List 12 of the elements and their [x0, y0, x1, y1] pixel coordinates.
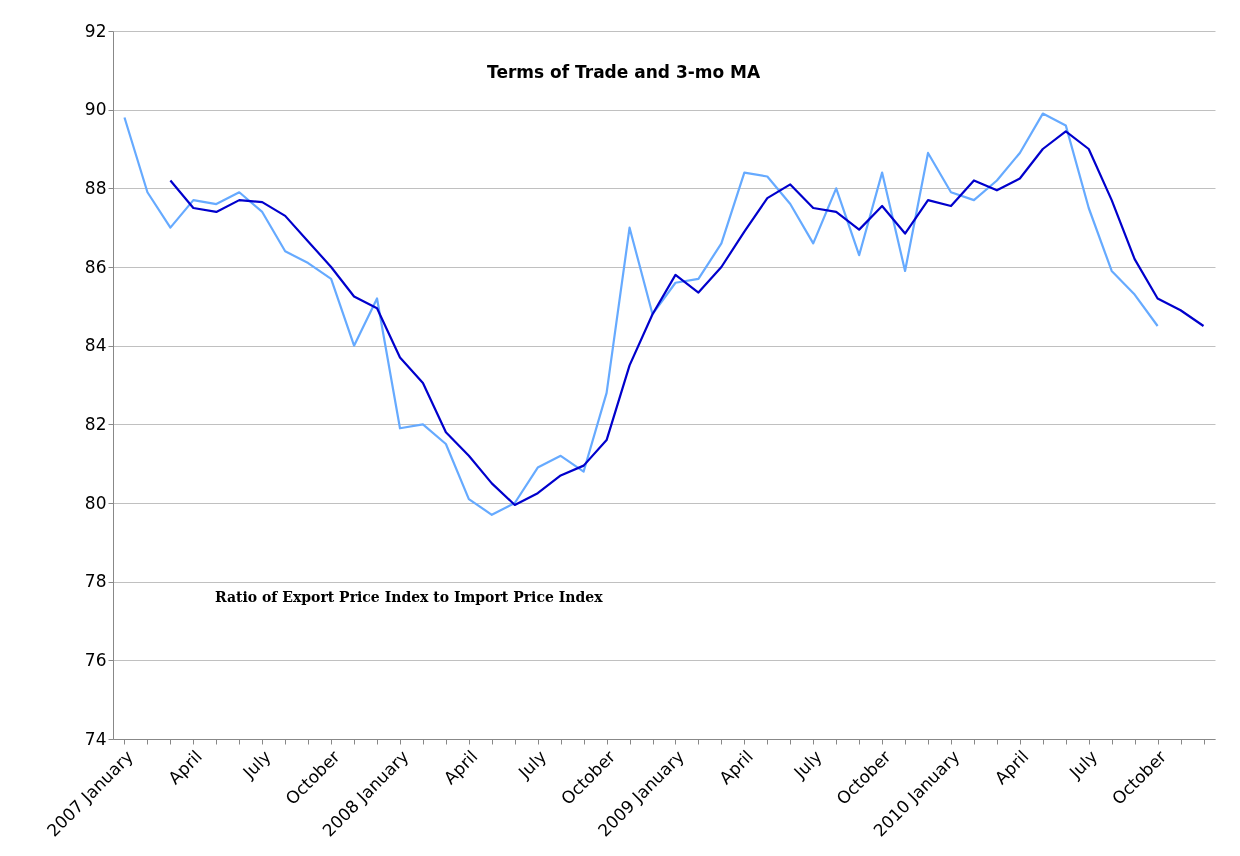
annotation: Ratio of Export Price Index to Import Price Index — [215, 589, 604, 605]
y-tick-label: 92 — [84, 20, 107, 41]
y-tick-label: 74 — [84, 728, 107, 749]
y-tick-label: 80 — [84, 492, 107, 513]
text: Terms of Trade and 3-mo MA — [487, 62, 761, 82]
y-tick-label: 78 — [84, 571, 107, 592]
y-tick-label: 76 — [84, 649, 107, 670]
y-tick-label: 90 — [84, 99, 107, 120]
y-tick-label: 82 — [84, 413, 107, 434]
y-tick-label: 86 — [84, 256, 107, 277]
y-tick-label: 88 — [84, 177, 107, 198]
y-tick-label: 84 — [84, 335, 107, 356]
